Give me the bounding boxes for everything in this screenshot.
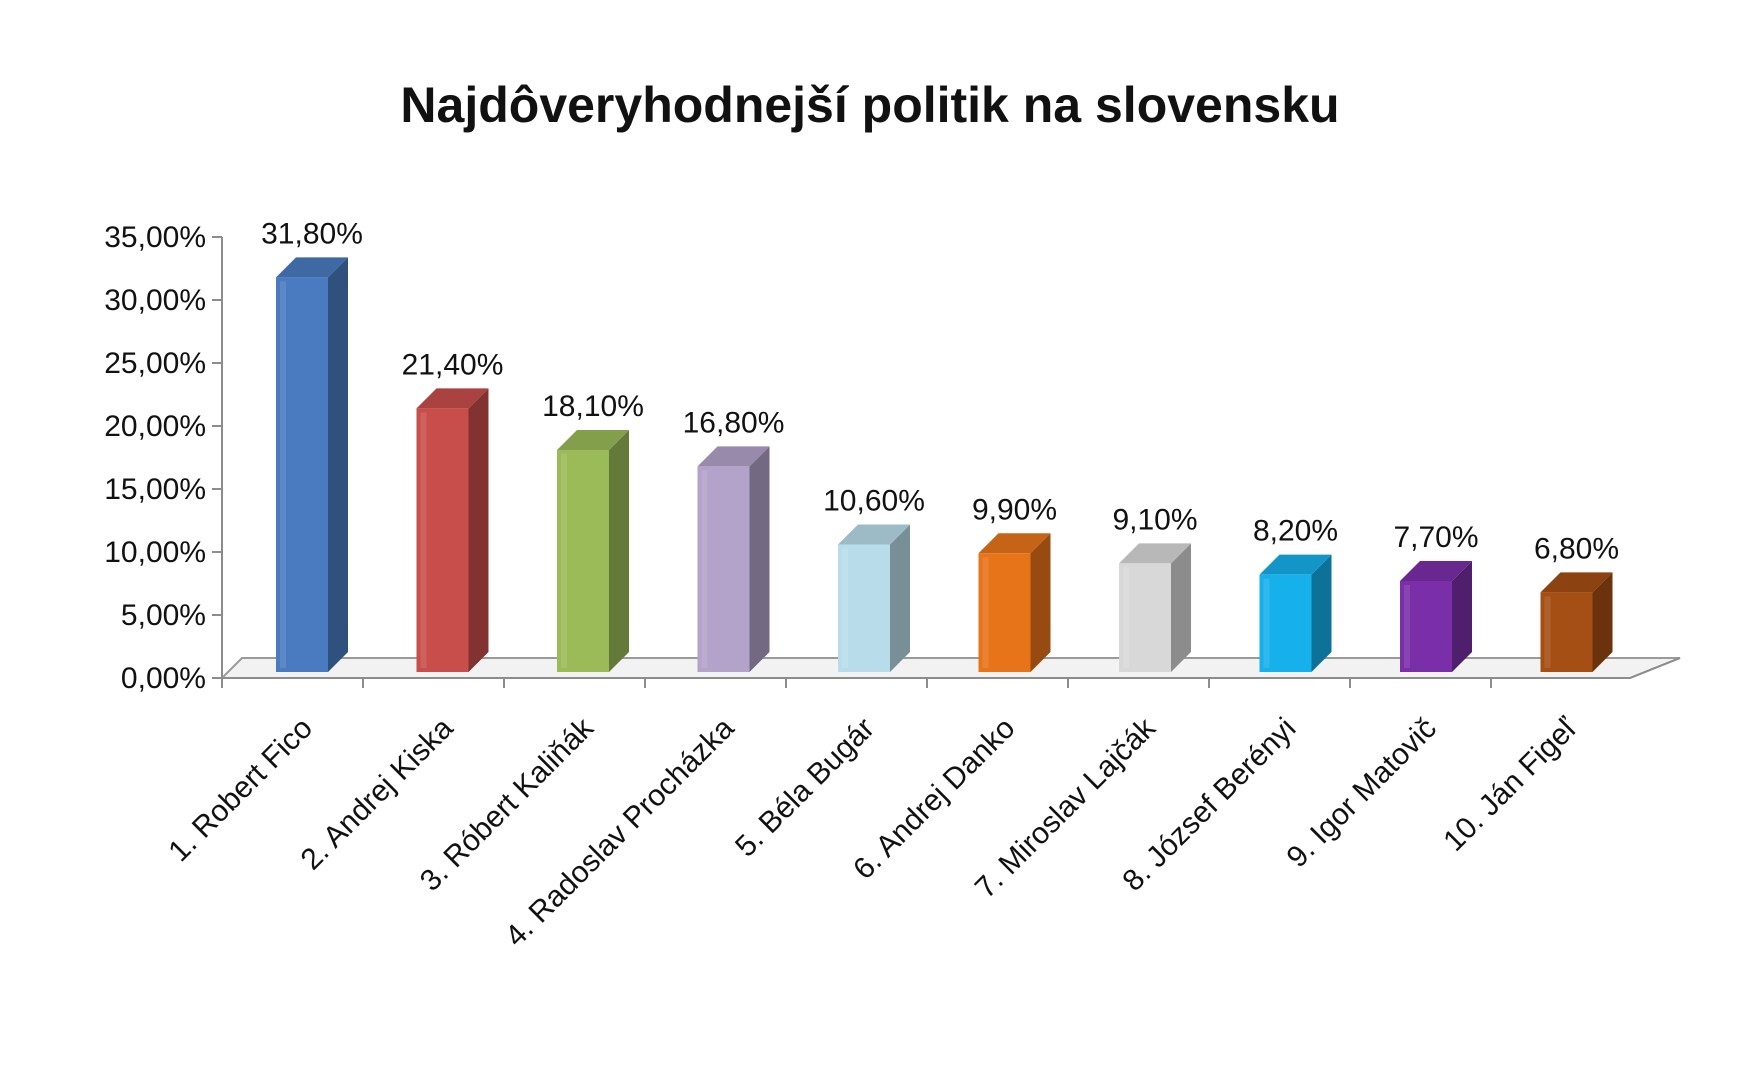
bar-top — [276, 257, 348, 278]
category-label: 9. Igor Matovič — [1280, 712, 1442, 874]
bar-side — [468, 388, 489, 672]
bar-top — [978, 533, 1051, 554]
bars-group — [276, 257, 1613, 672]
bar-side — [1452, 560, 1472, 672]
bar-top — [838, 524, 910, 545]
bar-top — [1259, 554, 1332, 575]
data-label: 6,80% — [1534, 532, 1619, 565]
bar-side — [1171, 543, 1191, 672]
y-tick-label: 30,00% — [104, 284, 206, 317]
bar-side — [1592, 572, 1613, 672]
y-tick-label: 35,00% — [104, 221, 206, 254]
data-label: 16,80% — [683, 406, 785, 439]
bar-side — [328, 257, 348, 672]
bar-highlight — [561, 453, 567, 668]
bar-side — [890, 524, 910, 672]
bar-highlight — [1263, 578, 1270, 668]
bar-top — [1540, 572, 1613, 593]
bar-highlight — [982, 557, 989, 668]
bar — [1259, 554, 1332, 672]
category-label: 10. Ján Figeľ — [1437, 711, 1584, 858]
bar-side — [1311, 554, 1332, 672]
bar-top — [697, 446, 770, 467]
bar — [1540, 572, 1613, 672]
y-tick-label: 0,00% — [121, 662, 206, 695]
y-tick-label: 15,00% — [104, 473, 206, 506]
bar-highlight — [420, 412, 427, 668]
data-label: 10,60% — [823, 484, 925, 517]
bar-top — [1400, 560, 1472, 581]
bar — [978, 533, 1051, 672]
bar — [416, 388, 489, 672]
bar-side — [749, 446, 770, 672]
bar — [838, 524, 910, 672]
bar-side — [1030, 533, 1051, 672]
bar — [276, 257, 348, 672]
bar-top — [416, 388, 489, 409]
data-label: 31,80% — [261, 217, 363, 250]
bar — [1119, 543, 1191, 672]
data-label: 21,40% — [402, 348, 504, 381]
floor-edge — [1629, 657, 1681, 679]
category-label: 1. Robert Fico — [162, 712, 319, 869]
data-label: 9,10% — [1112, 503, 1197, 536]
category-label: 2. Andrej Kiska — [295, 711, 460, 876]
chart-title: Najdôveryhodnejší politik na slovensku — [400, 77, 1339, 133]
y-axis: 0,00% 5,00% 10,00% 15,00% 20,00% 25,00% 30,00%… — [104, 221, 223, 695]
bar-top — [557, 429, 629, 450]
bar — [1400, 560, 1472, 672]
category-label: 4. Radoslav Procházka — [499, 711, 741, 953]
bar — [697, 446, 770, 672]
value-labels-group: 31,80% 21,40% 18,10% 16,80% 10,60% 9,90% 9,10%… — [261, 217, 1619, 565]
y-tick-label: 10,00% — [104, 536, 206, 569]
bar-highlight — [1404, 584, 1410, 668]
y-tick-label: 20,00% — [104, 410, 206, 443]
data-label: 18,10% — [542, 390, 644, 423]
bar-highlight — [701, 470, 708, 668]
data-label: 9,90% — [972, 493, 1057, 526]
bar — [557, 429, 629, 672]
bar-highlight — [1544, 596, 1551, 668]
y-tick-label: 25,00% — [104, 347, 206, 380]
bar-highlight — [1123, 567, 1129, 668]
data-label: 7,70% — [1393, 521, 1478, 554]
bar-side — [609, 429, 629, 672]
bar-highlight — [842, 548, 848, 668]
data-label: 8,20% — [1253, 515, 1338, 548]
y-tick-label: 5,00% — [121, 599, 206, 632]
bar-highlight — [280, 281, 286, 668]
category-label: 5. Béla Bugár — [729, 712, 881, 864]
bar-top — [1119, 543, 1191, 564]
